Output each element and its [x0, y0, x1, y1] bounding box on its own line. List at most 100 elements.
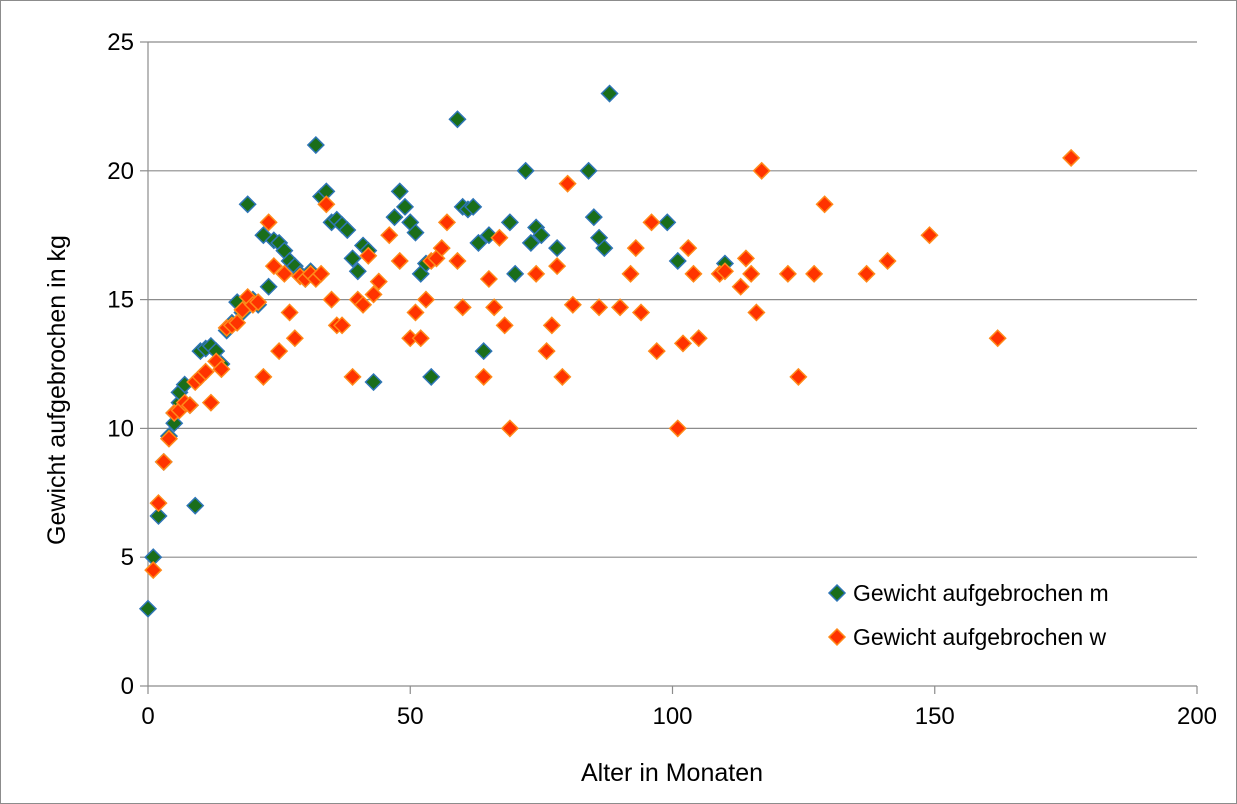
legend-label-w: Gewicht aufgebrochen w [853, 624, 1107, 650]
data-point [270, 342, 289, 361]
data-point [621, 264, 640, 283]
data-point [736, 249, 755, 268]
x-tick-label: 200 [1177, 703, 1217, 730]
data-point [479, 269, 498, 289]
data-point [353, 295, 373, 314]
data-points [138, 84, 1081, 618]
data-point [369, 272, 388, 291]
data-point [390, 251, 409, 271]
data-point [521, 233, 540, 252]
data-point [259, 277, 278, 296]
data-point [306, 135, 325, 155]
data-point [590, 298, 609, 317]
data-point [878, 251, 897, 271]
data-point [631, 303, 651, 322]
data-point [684, 264, 703, 283]
data-point [464, 197, 483, 216]
data-point [610, 298, 630, 317]
y-tick-labels: 0 5 10 15 20 25 [107, 29, 134, 700]
data-point [679, 239, 698, 258]
data-point [778, 264, 797, 283]
data-point [406, 303, 425, 322]
data-point [264, 257, 283, 276]
data-point [600, 84, 619, 103]
data-point [731, 277, 750, 296]
data-point [647, 342, 666, 361]
data-point [553, 367, 572, 386]
data-point [448, 251, 467, 271]
data-point [416, 290, 436, 309]
data-point [165, 414, 184, 433]
data-point [1062, 148, 1081, 167]
data-point [180, 396, 200, 415]
data-point [238, 195, 257, 214]
data-point [673, 334, 693, 353]
data-point [259, 213, 278, 232]
data-point [385, 208, 404, 227]
data-point [348, 262, 367, 281]
data-point [579, 161, 598, 180]
data-point [285, 329, 304, 348]
data-point [537, 342, 556, 361]
data-point [715, 262, 735, 281]
data-point [805, 264, 824, 283]
data-point [406, 223, 425, 242]
series-m [138, 84, 735, 618]
data-point [343, 367, 362, 386]
y-axis-title: Gewicht aufgebrochen in kg [43, 235, 71, 545]
legend-marker-w [827, 627, 847, 647]
data-point [254, 367, 273, 386]
data-point [390, 182, 409, 201]
data-point [212, 360, 231, 379]
x-tick-label: 100 [652, 703, 692, 730]
data-point [474, 342, 493, 361]
y-tick-label: 25 [107, 29, 134, 56]
data-point [668, 251, 687, 271]
axes [147, 42, 1198, 694]
data-point [338, 220, 357, 240]
data-point [201, 393, 221, 412]
data-point [558, 174, 577, 193]
data-point [584, 208, 603, 227]
data-point [448, 110, 467, 129]
y-tick-label: 10 [107, 415, 134, 442]
data-point [280, 303, 299, 322]
data-point [317, 195, 336, 214]
data-point [742, 264, 761, 283]
y-tick-label: 5 [121, 544, 134, 571]
y-tick-label: 15 [107, 287, 134, 314]
data-point [474, 367, 493, 386]
data-point [149, 506, 168, 526]
data-point [500, 419, 519, 438]
data-point [364, 285, 383, 304]
data-point [380, 226, 399, 245]
data-point [815, 195, 834, 214]
data-point [422, 367, 441, 386]
data-point [275, 264, 294, 283]
legend-marker-m [827, 583, 847, 603]
data-point [144, 561, 163, 580]
x-axis-title: Alter in Monaten [581, 759, 763, 787]
x-tick-label: 50 [397, 703, 424, 730]
data-point [642, 213, 661, 232]
data-point [138, 599, 158, 618]
data-point [658, 213, 677, 232]
data-point [469, 233, 488, 252]
data-point [453, 298, 472, 317]
data-point [359, 246, 378, 265]
data-point [485, 298, 504, 317]
data-point [228, 313, 247, 332]
x-tick-labels: 0 50 100 150 200 [141, 703, 1217, 730]
data-point [516, 161, 535, 180]
data-point [542, 316, 561, 335]
data-point [395, 197, 415, 216]
data-point [312, 264, 331, 283]
data-point [506, 264, 525, 283]
data-point [789, 367, 808, 386]
data-point [364, 372, 383, 392]
data-point [154, 452, 173, 471]
x-tick-label: 0 [141, 703, 154, 730]
data-point [548, 257, 567, 276]
data-point [689, 329, 708, 348]
data-point [563, 295, 582, 314]
